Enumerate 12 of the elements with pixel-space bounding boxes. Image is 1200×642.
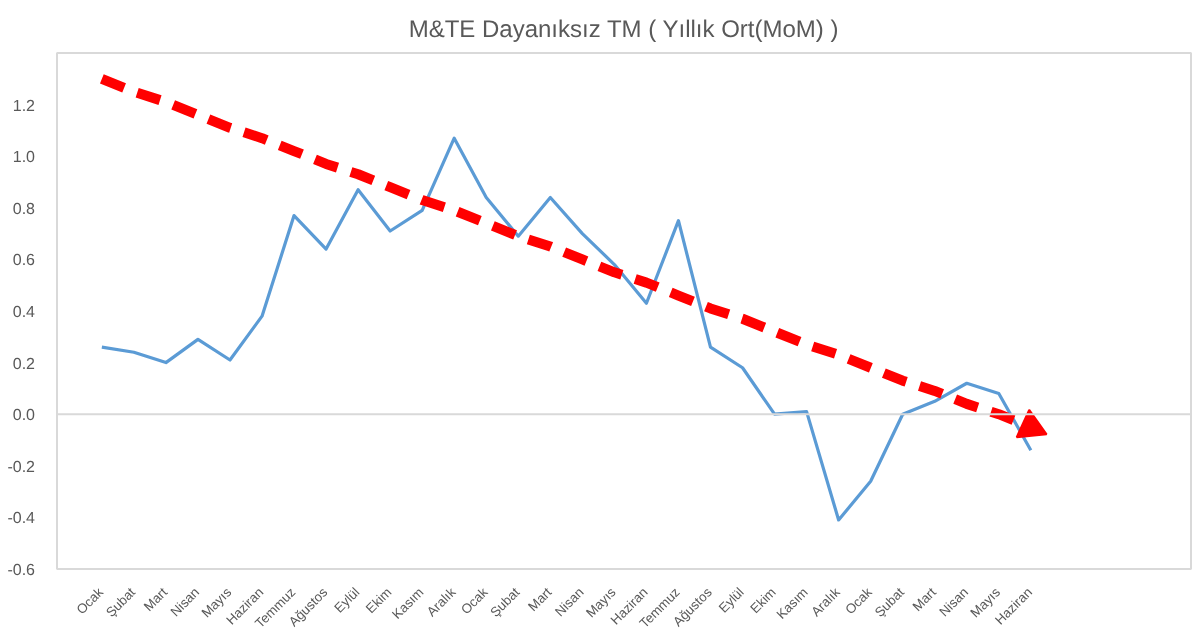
line-series [100,136,1033,522]
chart-title: M&TE Dayanıksız TM ( Yıllık Ort(MoM) ) [408,15,839,43]
y-tick-label: 1.2 [12,96,37,115]
y-tick-label: 0.6 [12,251,37,270]
y-tick-label: -0.4 [7,509,37,528]
y-tick-label: 0.2 [12,354,37,373]
y-tick-label: -0.6 [7,561,37,579]
y-tick-label: 0.0 [12,406,37,425]
y-tick-label: -0.2 [7,457,37,476]
y-tick-label: 1.0 [12,148,37,167]
y-tick-label: 0.4 [12,303,37,321]
y-tick-label: 0.8 [12,199,37,218]
